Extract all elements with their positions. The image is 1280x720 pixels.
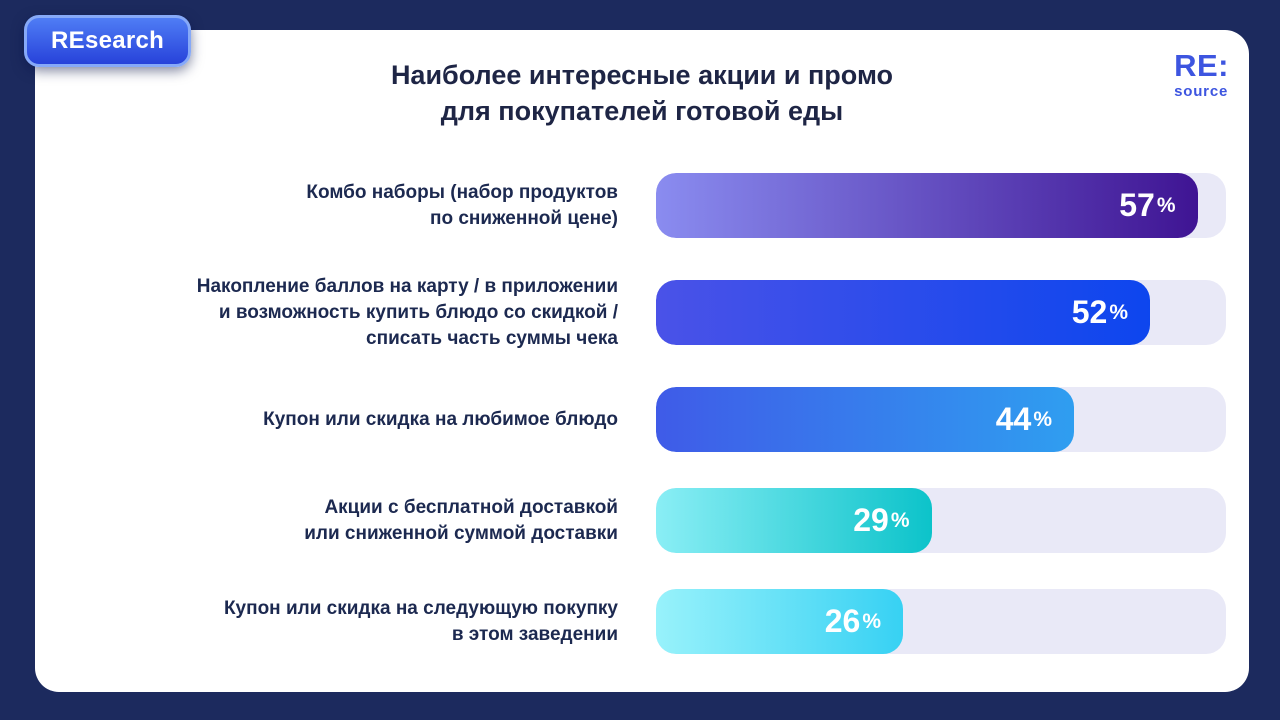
bar-fill: 44% [656, 387, 1074, 453]
percent-sign: % [1109, 300, 1128, 324]
chart-row: Комбо наборы (набор продуктов по сниженно… [63, 173, 1226, 239]
chart-title-line1: Наиболее интересные акции и промо [390, 60, 894, 90]
bar-track: 29% [656, 488, 1226, 554]
chart-row: Купон или скидка на следующую покупку в э… [63, 589, 1226, 655]
research-badge: REsearch [24, 15, 192, 67]
resource-logo-bottom: source [1174, 83, 1229, 100]
resource-logo-top: RE: [1174, 48, 1229, 83]
category-label-line: Накопление баллов на карту / в приложени… [196, 276, 618, 298]
category-label: Накопление баллов на карту / в приложени… [63, 274, 618, 351]
chart-row: Купон или скидка на любимое блюдо 44% [63, 387, 1226, 453]
category-label: Купон или скидка на следующую покупку в э… [63, 596, 618, 647]
percent-sign: % [890, 508, 910, 532]
category-label-line: и возможность купить блюдо со скидкой / [218, 301, 618, 323]
value-label: 57 [1119, 187, 1155, 224]
chart-row: Накопление баллов на карту / в приложени… [63, 274, 1226, 351]
category-label-line: Комбо наборы (набор продуктов [306, 182, 618, 204]
value-label: 44 [995, 401, 1032, 438]
category-label: Акции с бесплатной доставкой или сниженно… [63, 495, 618, 546]
category-label-line: Купон или скидка на любимое блюдо [263, 408, 618, 430]
category-label-line: Акции с бесплатной доставкой [324, 497, 618, 519]
category-label-line: Купон или скидка на следующую покупку [223, 598, 618, 620]
resource-logo: RE: source [1174, 50, 1229, 99]
bar-chart: Комбо наборы (набор продуктов по сниженно… [63, 173, 1226, 655]
percent-sign: % [862, 609, 881, 633]
research-badge-label: REsearch [51, 27, 165, 54]
bar-track: 57% [656, 173, 1226, 239]
slide-card: RE: source Наиболее интересные акции и п… [35, 30, 1249, 692]
bar-track: 26% [656, 589, 1226, 655]
value-label: 52 [1071, 294, 1108, 331]
chart-title: Наиболее интересные акции и промо для по… [155, 58, 1129, 129]
category-label: Комбо наборы (набор продуктов по сниженно… [63, 180, 618, 231]
value-label: 29 [853, 502, 889, 539]
category-label-line: списать часть суммы чека [366, 327, 618, 349]
category-label: Купон или скидка на любимое блюдо [63, 407, 618, 433]
bar-fill: 52% [656, 280, 1150, 346]
category-label-line: или сниженной суммой доставки [304, 522, 618, 544]
percent-sign: % [1156, 193, 1176, 217]
category-label-line: по сниженной цене) [429, 207, 618, 229]
bar-fill: 29% [656, 488, 932, 554]
chart-row: Акции с бесплатной доставкой или сниженно… [63, 488, 1226, 554]
bar-fill: 57% [656, 173, 1198, 239]
chart-title-line2: для покупателей готовой еды [440, 95, 844, 126]
bar-track: 44% [656, 387, 1226, 453]
value-label: 26 [824, 603, 861, 640]
bar-fill: 26% [656, 589, 903, 655]
bar-track: 52% [656, 280, 1226, 346]
category-label-line: в этом заведении [451, 623, 618, 645]
percent-sign: % [1033, 407, 1052, 431]
